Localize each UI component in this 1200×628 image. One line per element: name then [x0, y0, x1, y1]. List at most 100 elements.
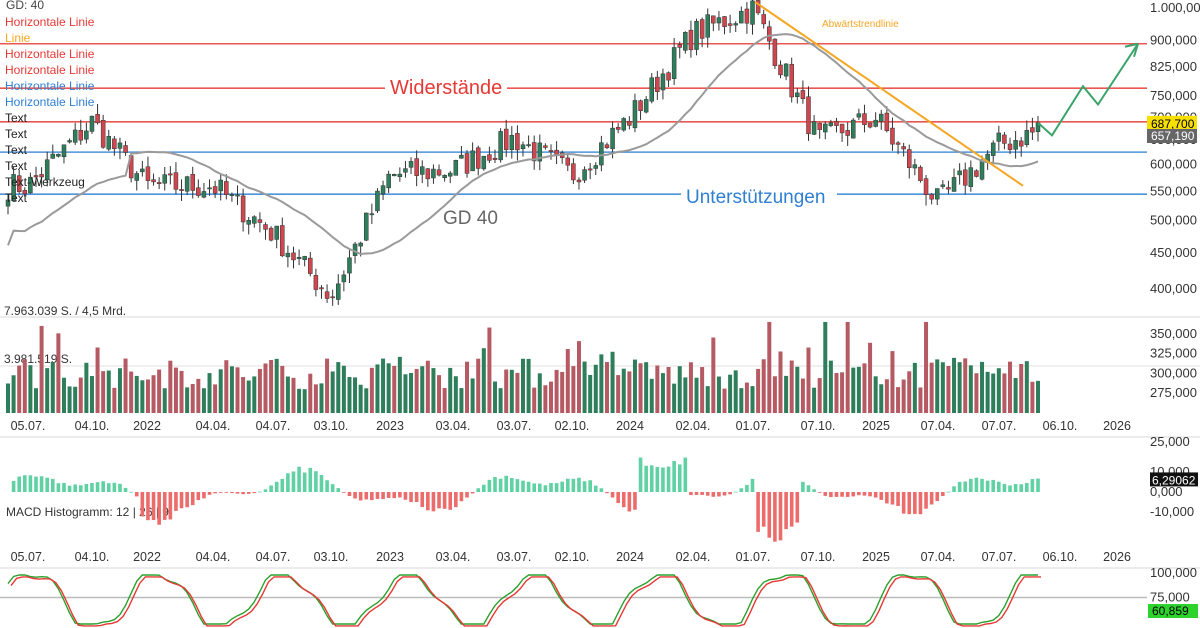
candle-body [100, 120, 106, 148]
volume-bar [437, 375, 442, 413]
macd-bar [963, 481, 968, 492]
macd-badge-value: 6,29062 [1152, 473, 1196, 487]
macd-bar [235, 492, 240, 494]
candle-body [884, 112, 890, 131]
macd-bar [745, 484, 749, 492]
macd-bar [448, 492, 453, 510]
x-tick-label-volume: 2024 [616, 419, 644, 433]
volume-bar [688, 362, 693, 413]
macd-bar [330, 484, 335, 492]
macd-bar [106, 483, 111, 492]
candle-body [711, 15, 716, 24]
macd-bar [985, 480, 990, 492]
macd-bar [437, 492, 441, 509]
volume-bar [789, 360, 794, 413]
macd-bar [666, 466, 671, 492]
macd-bar [17, 476, 21, 492]
macd-bars [11, 457, 1040, 542]
candle-body [565, 157, 571, 166]
legend-item: Linie [5, 31, 31, 45]
stoch-badge [1148, 604, 1198, 618]
candle-body [649, 77, 654, 102]
candle-body [946, 187, 951, 190]
volume-tick-label: 300,000 [1150, 365, 1197, 380]
volume-bars [6, 321, 1040, 413]
macd-bar [11, 480, 16, 492]
macd-bar [885, 492, 889, 504]
candle-body [39, 174, 44, 178]
macd-bar [168, 492, 173, 520]
candle-body [694, 20, 699, 50]
price-tick-label: 400,000 [1150, 281, 1197, 296]
volume-bar [386, 363, 391, 413]
candle-body [397, 173, 403, 178]
macd-bar [151, 492, 156, 520]
volume-bar [856, 366, 861, 413]
volume-bar [442, 388, 447, 413]
price-tick-label: 1.000,000 [1150, 0, 1200, 15]
x-tick-label-volume: 03.10. [314, 419, 349, 433]
candle-body [50, 153, 56, 159]
candle-body [783, 63, 789, 77]
candle-body [817, 122, 822, 130]
volume-bar [638, 363, 643, 413]
volume-bar [358, 384, 363, 413]
macd-bar [896, 492, 900, 506]
volume-bar [129, 371, 134, 413]
candle-body [123, 145, 128, 153]
macd-bar [773, 492, 777, 542]
volume-bar [397, 356, 402, 413]
candle-body [347, 257, 352, 274]
volume-bar [134, 375, 139, 413]
volume-tick-label: 350,000 [1150, 326, 1197, 341]
candle-body [44, 159, 50, 181]
volume-bar [246, 380, 251, 413]
candle-body [487, 154, 492, 161]
legend-item: Text [5, 111, 28, 125]
x-tick-label-volume: 07.04. [921, 419, 956, 433]
candle-body [934, 188, 940, 200]
macd-bar [403, 492, 408, 500]
volume-bar [1024, 361, 1029, 413]
legend-item: Text [5, 127, 28, 141]
macd-bar [274, 481, 279, 492]
volume-bar [778, 351, 783, 413]
candle-body [364, 212, 369, 241]
volume-bar [403, 374, 408, 413]
candle-body [699, 19, 705, 39]
macd-bar [924, 492, 928, 509]
volume-bar [448, 367, 453, 413]
candle-body [22, 190, 28, 195]
stoch-tick-label: 75,000 [1150, 590, 1190, 605]
macd-bar [263, 489, 268, 492]
x-tick-label-macd: 05.07. [11, 550, 46, 564]
macd-bar [386, 492, 391, 498]
candle-body [168, 173, 173, 176]
candle-body [117, 142, 123, 149]
price-tick-label: 600,000 [1150, 157, 1197, 172]
macd-bar [571, 478, 576, 492]
candle-body [890, 127, 895, 145]
macd-bar [342, 492, 346, 493]
candle-body [1018, 140, 1024, 147]
x-tick-label-macd: 04.10. [75, 550, 110, 564]
volume-bar [532, 387, 537, 413]
support-label-bg [681, 186, 837, 209]
candle-body [285, 252, 291, 258]
volume-bar [683, 377, 688, 413]
macd-bar [521, 480, 525, 492]
macd-bar [515, 479, 520, 492]
macd-bar [633, 492, 637, 510]
candle-body [923, 178, 929, 195]
volume-bar [151, 375, 156, 413]
candle-body [744, 8, 750, 24]
macd-bar [711, 492, 716, 497]
volume-bar [912, 362, 917, 413]
macd-bar [1036, 478, 1040, 492]
volume-bar [862, 363, 867, 413]
macd-bar [582, 481, 587, 492]
macd-bar [22, 475, 27, 492]
macd-bar [336, 488, 341, 492]
downtrend-line [754, 1, 1024, 187]
